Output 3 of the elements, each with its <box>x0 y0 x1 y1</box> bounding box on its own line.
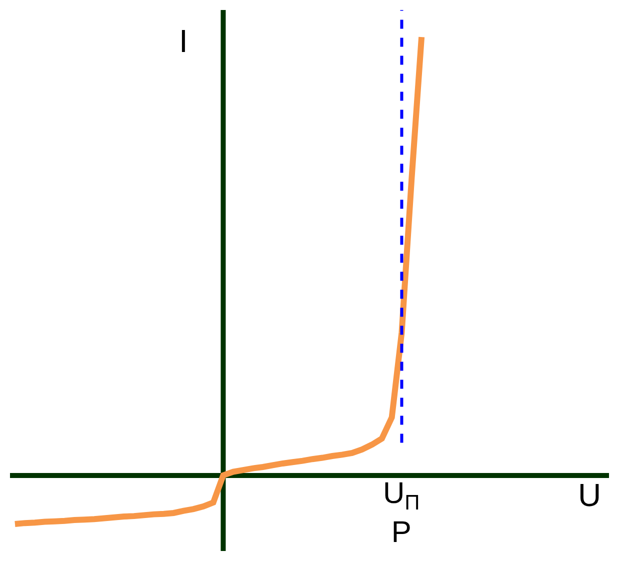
y-axis-title: I <box>179 23 188 59</box>
x-axis-title: U <box>578 477 602 513</box>
annotation: U$_{П}$ Р <box>383 477 420 549</box>
